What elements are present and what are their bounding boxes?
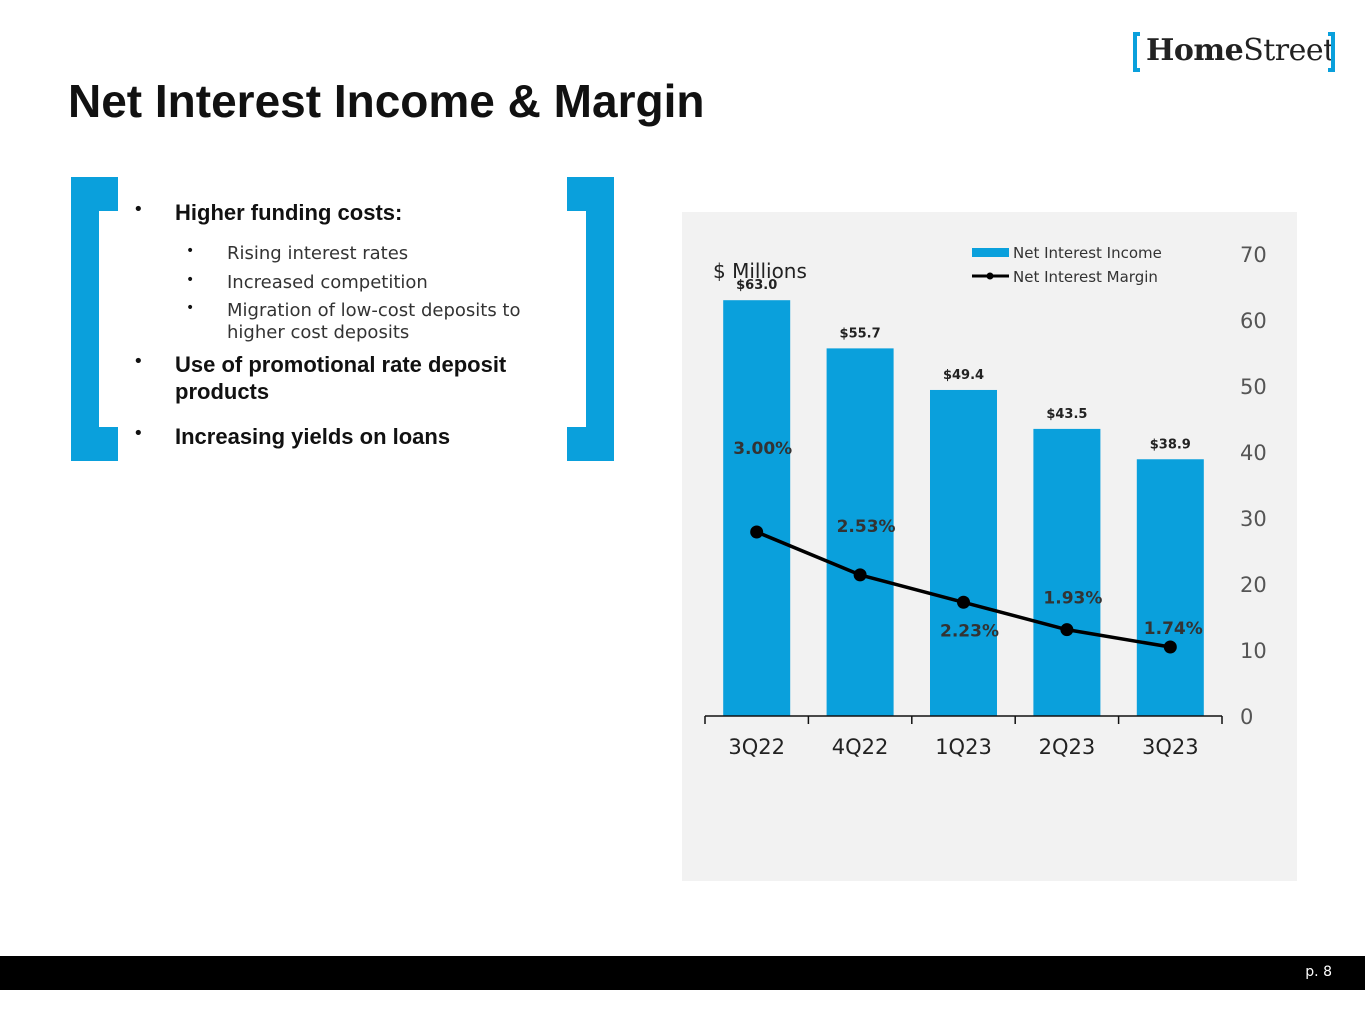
logo-right-bracket bbox=[1328, 32, 1335, 72]
bar-value-label: $63.0 bbox=[736, 278, 777, 293]
y-axis-title: $ Millions bbox=[713, 259, 807, 283]
legend-swatch-marker bbox=[986, 272, 994, 280]
bullet-item: • Higher funding costs: bbox=[133, 199, 553, 226]
homestreet-logo: HomeStreet bbox=[1133, 32, 1335, 74]
page-title: Net Interest Income & Margin bbox=[68, 75, 705, 127]
bullet-dot: • bbox=[186, 300, 195, 316]
logo-left-bracket bbox=[1133, 32, 1140, 72]
sub-bullet-text: Increased competition bbox=[227, 272, 428, 293]
bullet-dot: • bbox=[186, 243, 195, 259]
page-number: p. 8 bbox=[1305, 964, 1332, 980]
nim-point bbox=[750, 525, 764, 539]
nii-nim-chart: 0 10 20 30 40 50 60 70 $ Millions$63.0 $55.7 $49.4… bbox=[704, 243, 1267, 759]
bar-net-interest-income bbox=[1136, 459, 1204, 716]
bar-net-interest-income bbox=[930, 389, 997, 716]
bullet-text: Higher funding costs: bbox=[175, 200, 403, 225]
legend-swatch-bar bbox=[972, 248, 1009, 257]
y-tick-label: 20 bbox=[1240, 573, 1267, 597]
bullet-item: • Use of promotional rate deposit produc… bbox=[133, 351, 533, 405]
bullet-item: • Increasing yields on loans bbox=[133, 423, 553, 450]
sub-bullet-item: • Migration of low-cost deposits to high… bbox=[186, 300, 536, 344]
bullet-text: Use of promotional rate deposit products bbox=[175, 352, 507, 404]
sub-bullet-item: • Rising interest rates bbox=[186, 243, 546, 265]
bar-net-interest-income bbox=[723, 300, 791, 716]
logo-wordmark: HomeStreet bbox=[1146, 33, 1335, 68]
bullet-dot: • bbox=[186, 272, 195, 288]
nim-value-label: 3.00% bbox=[733, 439, 792, 459]
y-tick-label: 10 bbox=[1240, 639, 1267, 663]
right-bracket-decoration bbox=[567, 177, 614, 461]
x-tick-label: 2Q23 bbox=[1039, 735, 1096, 759]
x-tick-label: 4Q22 bbox=[832, 735, 889, 759]
bar-value-label: $49.4 bbox=[943, 368, 984, 383]
bullet-dot: • bbox=[133, 351, 144, 372]
x-tick-label: 3Q22 bbox=[728, 735, 785, 759]
nim-point bbox=[1163, 640, 1177, 654]
legend-label: Net Interest Margin bbox=[1013, 268, 1158, 286]
bar-value-label: $55.7 bbox=[840, 326, 881, 341]
nim-value-label: 2.53% bbox=[837, 517, 896, 537]
x-tick-label: 3Q23 bbox=[1142, 735, 1199, 759]
sub-bullet-text: Migration of low-cost deposits to higher… bbox=[227, 300, 521, 343]
logo-bold-text: Home bbox=[1146, 33, 1244, 68]
legend-label: Net Interest Income bbox=[1013, 244, 1162, 262]
y-tick-label: 50 bbox=[1240, 375, 1267, 399]
sub-bullet-item: • Increased competition bbox=[186, 272, 546, 294]
nim-point bbox=[853, 568, 867, 582]
bar-net-interest-income bbox=[1033, 428, 1101, 716]
bar-value-label: $38.9 bbox=[1150, 437, 1191, 452]
y-tick-label: 0 bbox=[1240, 705, 1253, 729]
y-tick-label: 70 bbox=[1240, 243, 1267, 267]
y-tick-label: 30 bbox=[1240, 507, 1267, 531]
logo-regular-text: Street bbox=[1243, 33, 1335, 68]
nim-value-label: 2.23% bbox=[940, 621, 999, 641]
nim-point bbox=[957, 595, 970, 609]
y-tick-label: 40 bbox=[1240, 441, 1267, 465]
nim-point bbox=[1060, 623, 1074, 637]
chart-panel: 0 10 20 30 40 50 60 70 $ Millions $63.0 $55.7 $49.4… bbox=[682, 212, 1297, 881]
footer-bar: p. 8 bbox=[0, 956, 1365, 990]
nim-value-label: 1.93% bbox=[1043, 589, 1102, 609]
bar-value-label: $43.5 bbox=[1046, 407, 1087, 422]
bullet-text: Increasing yields on loans bbox=[175, 424, 451, 449]
nim-value-label: 1.74% bbox=[1144, 619, 1203, 639]
bullet-dot: • bbox=[133, 423, 144, 444]
left-bracket-decoration bbox=[71, 177, 118, 461]
y-tick-label: 60 bbox=[1240, 309, 1267, 333]
bullet-dot: • bbox=[133, 199, 144, 220]
x-tick-label: 1Q23 bbox=[935, 735, 992, 759]
bar-net-interest-income bbox=[826, 348, 894, 716]
sub-bullet-text: Rising interest rates bbox=[227, 243, 409, 264]
